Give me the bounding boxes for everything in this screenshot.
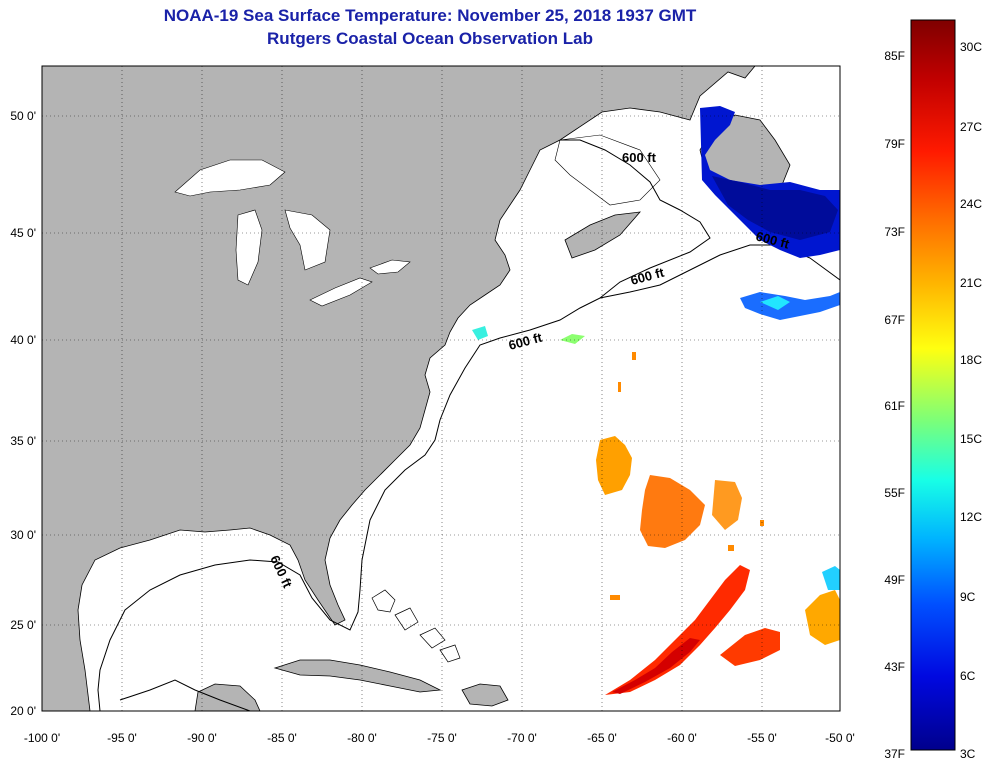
lat-label: 40 0': [10, 333, 36, 347]
contour-600ft-gulf: [119, 679, 251, 711]
colorbar-f-label: 67F: [884, 313, 905, 327]
lake-erie: [309, 277, 373, 307]
sst-patch-shelf-cyan: [472, 326, 488, 340]
land-bahamas: [371, 589, 461, 663]
colorbar-c-label: 24C: [960, 197, 982, 211]
latitude-labels: 50 0' 45 0' 40 0' 35 0' 30 0' 25 0' 20 0…: [10, 109, 36, 718]
colorbar-c-label: 27C: [960, 120, 982, 134]
sst-patch-mixed-east: [805, 590, 840, 645]
colorbar-f-label: 37F: [884, 747, 905, 761]
sst-patch-red-main: [605, 565, 750, 695]
lon-label: -75 0': [427, 731, 457, 745]
colorbar-c-label: 9C: [960, 590, 976, 604]
colorbar-c-label: 15C: [960, 432, 982, 446]
plot-frame: [41, 65, 841, 712]
lon-label: -80 0': [347, 731, 377, 745]
colorbar-f-label: 61F: [884, 399, 905, 413]
lon-label: -55 0': [747, 731, 777, 745]
colorbar-f-label: 55F: [884, 486, 905, 500]
land-hispaniola: [461, 683, 509, 707]
land-nova-scotia: [564, 211, 641, 259]
colorbar-c-label: 21C: [960, 276, 982, 290]
colorbar-celsius-labels: 30C 27C 24C 21C 18C 15C 12C 9C 6C 3C: [960, 40, 982, 761]
lat-label: 45 0': [10, 226, 36, 240]
lake-ontario: [369, 259, 411, 275]
lon-label: -90 0': [187, 731, 217, 745]
lake-superior: [174, 159, 286, 197]
sst-patch-cold-labrador-dark: [712, 176, 838, 240]
lon-label: -95 0': [107, 731, 137, 745]
lon-label: -60 0': [667, 731, 697, 745]
sst-patch-red-southeast: [720, 628, 780, 666]
lake-michigan: [235, 209, 263, 286]
sst-patch-orange-main: [640, 475, 705, 548]
lon-label: -85 0': [267, 731, 297, 745]
lon-label: -50 0': [825, 731, 855, 745]
gridlines: [42, 66, 840, 711]
colorbar-c-label: 30C: [960, 40, 982, 54]
colorbar-f-label: 49F: [884, 573, 905, 587]
colorbar-c-label: 3C: [960, 747, 976, 761]
map-subtitle: Rutgers Coastal Ocean Observation Lab: [267, 29, 593, 48]
colorbar-c-label: 12C: [960, 510, 982, 524]
lat-label: 50 0': [10, 109, 36, 123]
sst-patch-cyan-east: [822, 566, 840, 590]
colorbar-f-label: 85F: [884, 49, 905, 63]
sst-patch-orange-east: [712, 480, 742, 530]
lake-huron: [284, 209, 331, 271]
lon-label: -65 0': [587, 731, 617, 745]
lon-label: -70 0': [507, 731, 537, 745]
colorbar-c-label: 6C: [960, 669, 976, 683]
contour-label-north: 600 ft: [622, 150, 657, 165]
sst-patch-grand-banks-cyan: [760, 296, 790, 310]
colorbar-c-label: 18C: [960, 353, 982, 367]
map-title: NOAA-19 Sea Surface Temperature: Novembe…: [163, 6, 697, 25]
contour-600ft-north: [560, 139, 711, 299]
colorbar-f-label: 73F: [884, 225, 905, 239]
contour-600ft: [97, 244, 840, 711]
land-yucatan: [194, 683, 261, 711]
colorbar-f-label: 79F: [884, 137, 905, 151]
colorbar-fahrenheit-labels: 85F 79F 73F 67F 61F 55F 49F 43F 37F: [884, 49, 905, 761]
colorbar-f-label: 43F: [884, 660, 905, 674]
lat-label: 35 0': [10, 434, 36, 448]
lat-label: 30 0': [10, 528, 36, 542]
colorbar: [910, 19, 956, 751]
sst-patch-red-deep: [612, 638, 700, 694]
lon-label: -100 0': [24, 731, 60, 745]
sst-patch-shelf-green: [560, 334, 585, 344]
sst-patch-orange-north: [596, 436, 632, 495]
sst-patch-grand-banks: [740, 292, 840, 320]
lat-label: 20 0': [10, 704, 36, 718]
longitude-labels: -100 0' -95 0' -90 0' -85 0' -80 0' -75 …: [24, 731, 855, 745]
land-cuba: [273, 659, 442, 693]
lat-label: 25 0': [10, 618, 36, 632]
gulf-st-lawrence: [554, 134, 661, 206]
